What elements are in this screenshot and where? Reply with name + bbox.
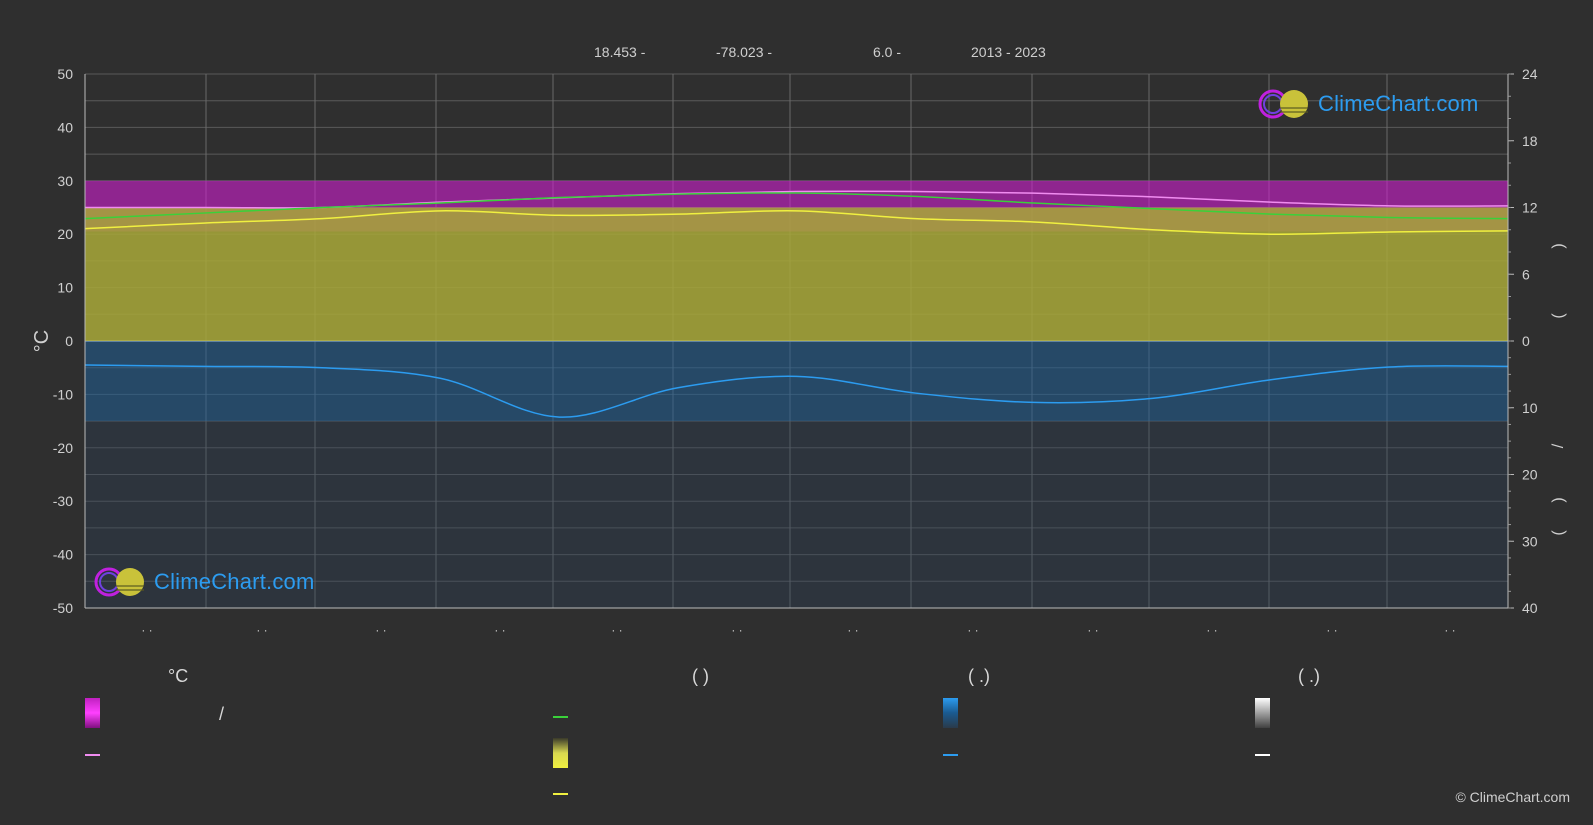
left-tick-label: -30 [53,493,73,509]
series-line-daylight_hours [84,192,1509,220]
legend-head-sun: ( ) [692,666,709,686]
x-tick-label: · · [256,623,267,637]
right-tick-label-precip: 30 [1522,533,1538,549]
legend-swatch-rain-line [943,754,958,756]
legend-swatch-daylight-line [553,716,568,718]
x-tick-label: · · [847,623,858,637]
right-tick-label-hours: 0 [1522,333,1530,349]
x-tick-label: · · [1444,623,1455,637]
legend-swatch-sunshine-band [553,738,568,768]
legend-swatch-snow-band [1255,698,1270,728]
legend-swatch-temp-range [85,698,100,728]
x-tick-label: · · [375,623,386,637]
chart-axes: 50 40 30 20 10 0 -10 -20 -30 -40 -50 °C 24 18 12 6 0 10 20… [31,66,1567,637]
legend-swatch-rain-band [943,698,958,728]
left-tick-label: 20 [57,226,73,242]
logo-top[interactable]: ClimeChart.com [1258,88,1479,120]
x-tick-label: · · [967,623,978,637]
legend-swatch-snow-line [1255,754,1270,756]
logo-bottom[interactable]: ClimeChart.com [94,566,315,598]
copyright: © ClimeChart.com [1455,789,1570,805]
left-tick-label: -50 [53,600,73,616]
left-tick-label: -20 [53,440,73,456]
legend-swatch-sunshine-line [553,793,568,795]
left-tick-label: 30 [57,173,73,189]
x-tick-label: · · [1206,623,1217,637]
rain-band-light [85,421,1508,608]
legend-head-snow: ( .) [1298,666,1320,686]
header-latitude: 18.453 - [594,44,646,60]
logo-text: ClimeChart.com [1318,91,1479,116]
x-tick-label: · · [731,623,742,637]
left-tick-label: -40 [53,547,73,563]
legend-sep: / [219,704,225,724]
left-tick-label: 10 [57,280,73,296]
climechart-logo-icon [1258,89,1308,119]
right-axis-glyph: ) [1550,497,1567,502]
legend-head-rain: ( .) [968,666,990,686]
climechart-logo-icon [94,567,144,597]
left-tick-label: 0 [65,333,73,349]
right-tick-label-hours: 24 [1522,66,1538,82]
series-line-sunshine_hours [84,209,1509,235]
series-line-precip_avg [84,364,1509,418]
right-tick-label-precip: 20 [1522,467,1538,483]
x-tick-label: · · [494,623,505,637]
logo-text: ClimeChart.com [154,569,315,594]
chart-lines [84,190,1509,418]
left-tick-label: 50 [57,66,73,82]
legend-swatch-max-line [85,754,100,756]
right-tick-label-hours: 6 [1522,266,1530,282]
x-tick-label: · · [141,623,152,637]
left-axis-label: °C [31,330,53,352]
right-tick-label-precip: 40 [1522,600,1538,616]
right-axis-glyph: ( [1550,313,1567,319]
header-elevation: 6.0 - [873,44,902,60]
header-years: 2013 - 2023 [971,44,1046,60]
right-axis-glyph: ( [1550,530,1567,536]
left-tick-label: -10 [53,386,73,402]
x-tick-label: · · [1326,623,1337,637]
rain-band [85,341,1508,422]
left-tick-label: 40 [57,119,73,135]
x-tick-label: · · [1087,623,1098,637]
chart-bands [85,180,1508,608]
right-tick-label-precip: 10 [1522,400,1538,416]
right-axis-glyph: ) [1550,243,1567,248]
right-axis-glyph: / [1550,443,1567,448]
right-tick-label-hours: 18 [1522,133,1538,149]
legend-head-temperature: °C [168,666,189,686]
header-longitude: -78.023 - [716,44,773,60]
sunshine-band [85,207,1508,341]
right-tick-label-hours: 12 [1522,200,1538,216]
x-tick-label: · · [611,623,622,637]
